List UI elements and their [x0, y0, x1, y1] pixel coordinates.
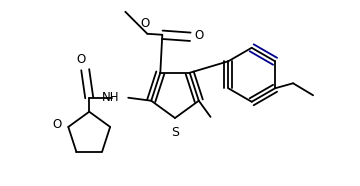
- Text: O: O: [77, 53, 86, 66]
- Text: S: S: [171, 126, 179, 139]
- Text: NH: NH: [102, 91, 119, 104]
- Text: O: O: [52, 118, 61, 132]
- Text: O: O: [141, 17, 150, 30]
- Text: O: O: [194, 29, 203, 42]
